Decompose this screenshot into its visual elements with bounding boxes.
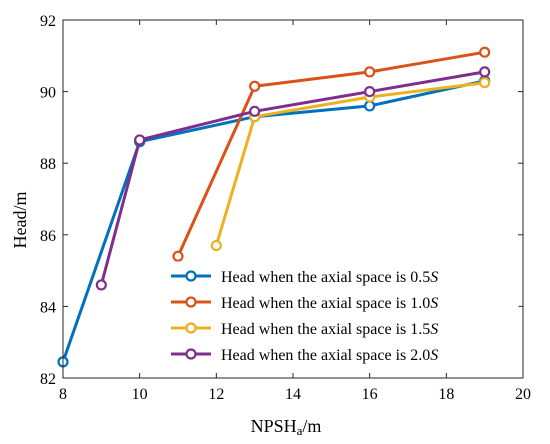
series-line-4 <box>99 70 485 286</box>
series-4-point-2 <box>134 134 146 146</box>
series-3-point-1 <box>210 239 222 252</box>
series-line-2 <box>176 50 485 257</box>
plot-layer <box>57 46 491 368</box>
y-tick-label: 92 <box>40 13 56 30</box>
y-tick-label: 90 <box>40 85 56 102</box>
legend-marker-3 <box>185 322 197 334</box>
y-tick-label: 84 <box>40 299 56 316</box>
legend-marker-4 <box>185 348 197 360</box>
axes-layer: 8 10 12 14 16 18 20 82 84 86 88 90 92 <box>40 13 531 403</box>
series-4-point-3 <box>249 105 261 117</box>
x-tick-label: 8 <box>59 386 67 403</box>
x-tick-label: 20 <box>515 386 531 403</box>
y-axis-label: Head/m <box>10 192 30 249</box>
x-tick-label: 12 <box>208 386 224 403</box>
x-tick-label: 14 <box>285 386 301 403</box>
x-tick-label: 10 <box>132 386 148 403</box>
legend-label-4: Head when the axial space is 2.0S <box>221 347 438 364</box>
legend-box <box>164 261 519 371</box>
series-3-point-4 <box>479 77 491 89</box>
series-2-point-4 <box>479 46 491 58</box>
series-2-point-2 <box>249 80 261 92</box>
legend-label-3: Head when the axial space is 1.5S <box>221 321 438 338</box>
x-tick-label: 18 <box>438 386 454 403</box>
x-tick-label: 16 <box>362 386 378 403</box>
legend: Head when the axial space is 0.5S Head wh… <box>164 261 519 371</box>
series-2-point-3 <box>364 66 376 78</box>
series-line-3 <box>214 81 485 246</box>
legend-label-2: Head when the axial space is 1.0S <box>221 295 438 312</box>
legend-label-1: Head when the axial space is 0.5S <box>221 269 438 286</box>
series-4-point-5 <box>479 66 491 78</box>
y-tick-label: 86 <box>40 228 56 245</box>
legend-marker-2 <box>185 296 197 308</box>
y-tick-label: 82 <box>40 371 56 388</box>
legend-marker-1 <box>185 270 197 282</box>
series-4-point-4 <box>364 85 376 98</box>
series-4-point-1 <box>95 279 107 291</box>
series-2-point-1 <box>172 250 184 262</box>
series-1-point-4 <box>364 100 376 112</box>
y-tick-label: 88 <box>40 156 56 173</box>
x-axis-label: NPSHa/m <box>251 416 322 438</box>
